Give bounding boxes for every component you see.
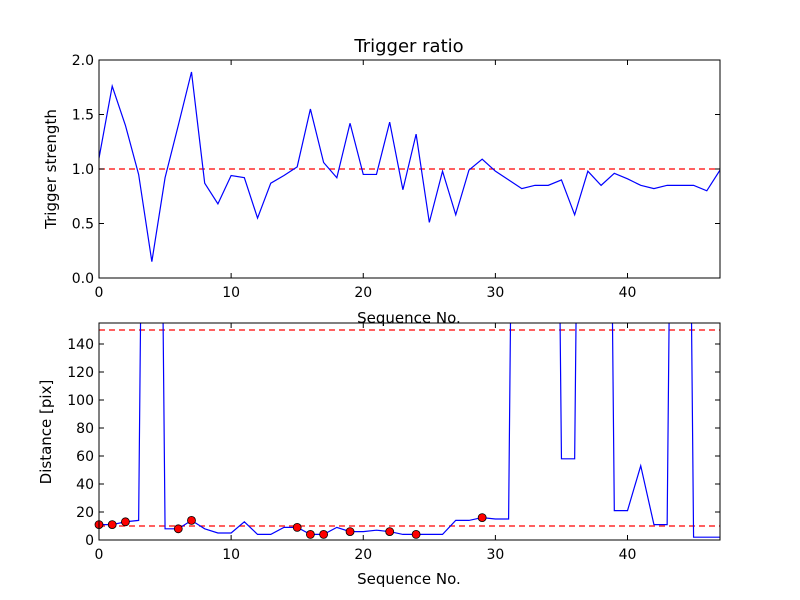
x-tick-label: 40	[619, 547, 637, 563]
y-tick-label: 1.0	[72, 162, 94, 178]
x-tick-label: 20	[354, 285, 372, 301]
y-tick-label: 20	[76, 505, 94, 521]
x-tick-label: 30	[486, 547, 504, 563]
x-tick-label: 0	[95, 285, 104, 301]
plot-area: 0 10 20 30 40 0 20 40 60 80 100 120 140	[67, 323, 720, 563]
y-tick-label: 0.5	[72, 217, 94, 233]
x-axis-label: Sequence No.	[357, 309, 461, 327]
data-point-marker	[306, 530, 315, 539]
y-tick-label: 80	[76, 421, 94, 437]
series-line	[99, 71, 720, 262]
data-point-marker	[292, 523, 302, 532]
x-tick-label: 0	[95, 547, 104, 563]
y-tick-label: 60	[76, 449, 94, 465]
plot-clip-group	[99, 323, 720, 538]
distance-chart: 0 10 20 30 40 0 20 40 60 80 100 120 140 Sequence No.…	[37, 322, 721, 588]
plot-clip-group	[99, 71, 720, 262]
data-point-marker	[187, 516, 196, 525]
y-axis-label: Trigger strength	[42, 109, 60, 230]
y-tick-label: 1.5	[72, 108, 94, 124]
y-tick-label: 0	[85, 533, 94, 549]
y-tick-label: 100	[67, 393, 94, 409]
axes-frame	[98, 322, 721, 541]
plot-area: 0 10 20 30 40 0.0 0.5 1.0 1.5 2.0	[72, 53, 720, 301]
data-point-marker	[385, 527, 395, 536]
x-tick-label: 20	[354, 547, 372, 563]
x-tick-label: 10	[222, 547, 240, 563]
data-point-marker	[107, 520, 117, 529]
x-tick-label: 10	[222, 285, 240, 301]
y-tick-label: 0.0	[72, 271, 94, 287]
trigger-ratio-chart: Trigger ratio 0 10 20 30 40 0.0 0.5 1.0 1.5 2.0 S…	[42, 36, 721, 327]
x-axis-label: Sequence No.	[357, 570, 461, 588]
chart-title: Trigger ratio	[353, 36, 463, 57]
axes-frame	[98, 59, 721, 279]
data-point-marker	[319, 530, 329, 539]
data-point-marker	[411, 530, 421, 539]
x-tick-label: 30	[486, 285, 504, 301]
data-point-marker	[173, 524, 183, 534]
y-tick-label: 2.0	[72, 53, 94, 69]
x-tick-label: 40	[619, 285, 637, 301]
data-point-marker	[345, 527, 355, 536]
series-line	[99, 323, 720, 538]
y-axis-label: Distance [pix]	[37, 380, 55, 485]
y-tick-label: 120	[67, 365, 94, 381]
y-tick-label: 40	[76, 477, 94, 493]
y-tick-label: 140	[67, 337, 94, 353]
data-point-marker	[477, 513, 487, 522]
data-point-marker	[121, 517, 130, 527]
